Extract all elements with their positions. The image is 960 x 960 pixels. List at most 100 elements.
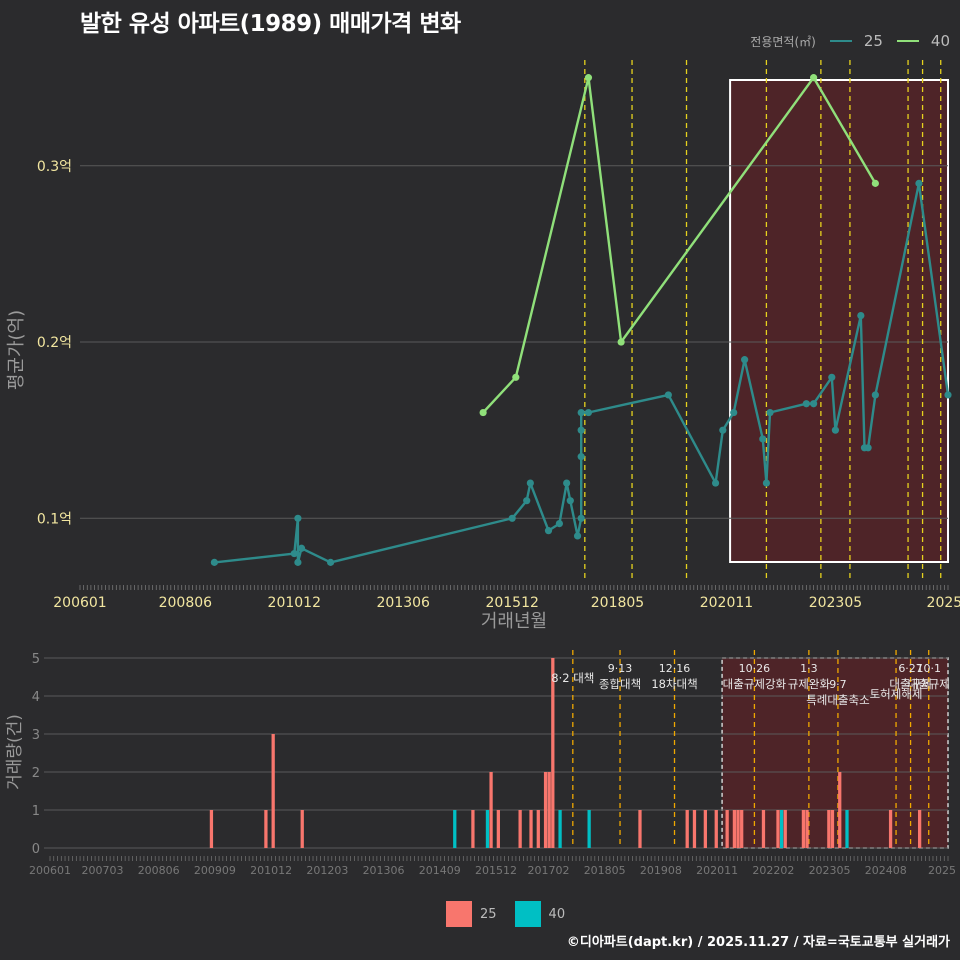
price-point-40 (617, 338, 625, 346)
volume-bar-25 (805, 810, 809, 848)
price-point-25 (871, 391, 879, 399)
price-point-25 (573, 532, 582, 540)
volume-y-tick-label: 2 (32, 766, 40, 781)
volume-policy-label: 종합대책 (599, 677, 641, 691)
volume-bar-25 (703, 810, 707, 848)
price-x-tick-label: 201805 (591, 595, 644, 611)
volume-bar-25 (518, 810, 522, 848)
volume-x-tick-label: 202011 (696, 864, 738, 877)
volume-bar-25 (827, 810, 831, 848)
price-highlight-box (729, 79, 949, 563)
price-y-tick-label: 0.2억 (37, 335, 72, 351)
volume-bar-25 (536, 810, 540, 848)
volume-x-tick-label: 202408 (865, 864, 907, 877)
volume-bar-40 (587, 810, 591, 848)
volume-bar-25 (547, 772, 551, 848)
price-point-25 (719, 426, 727, 434)
volume-policy-label: 토허제해제 (870, 687, 923, 701)
price-point-40 (871, 179, 879, 187)
price-point-25 (563, 479, 571, 487)
price-point-25 (828, 373, 836, 381)
legend-title: 전용면적(㎡) (750, 34, 816, 49)
volume-x-tick-label: 201306 (363, 864, 405, 877)
price-x-tick-label: 202305 (809, 595, 862, 611)
volume-policy-label: 18차대책 (651, 677, 697, 691)
price-point-25 (831, 426, 840, 434)
volume-x-tick-label: 200909 (194, 864, 236, 877)
volume-y-tick-label: 1 (32, 804, 40, 819)
price-point-25 (810, 400, 818, 408)
volume-bar-25 (271, 734, 275, 848)
legend-bar-label-25: 25 (480, 906, 497, 922)
volume-x-tick-label: 200703 (81, 864, 123, 877)
volume-bar-25 (551, 658, 555, 848)
volume-bar-25 (489, 772, 493, 848)
volume-x-tick-label: 2025 (928, 864, 956, 877)
volume-x-tick-label: 201409 (419, 864, 461, 877)
volume-x-tick-label: 201512 (475, 864, 517, 877)
price-point-25 (711, 479, 720, 487)
volume-bar-40 (779, 810, 784, 848)
volume-y-tick-label: 4 (32, 690, 40, 705)
price-point-40 (810, 74, 818, 82)
price-point-25 (762, 479, 771, 487)
volume-policy-label: 특례대출축소 (806, 693, 869, 707)
price-point-25 (544, 527, 553, 535)
price-line-40 (482, 76, 877, 414)
price-x-axis-title: 거래년월 (481, 611, 547, 632)
price-point-25 (294, 558, 302, 566)
volume-bar-25 (838, 772, 842, 848)
volume-x-tick-label: 202305 (809, 864, 851, 877)
price-point-25 (577, 426, 585, 434)
volume-policy-label: 10·1 (916, 662, 941, 675)
price-point-25 (566, 497, 574, 505)
volume-x-tick-label: 201805 (584, 864, 626, 877)
price-y-tick-label: 0.3억 (37, 159, 72, 175)
price-point-25 (944, 391, 952, 399)
volume-policy-label: 10·26 (739, 662, 771, 675)
volume-policy-label: 규제완화 (788, 677, 831, 691)
price-point-25 (577, 408, 585, 417)
volume-policy-label: 대출규제 (889, 677, 931, 691)
volume-y-tick-label: 3 (32, 728, 40, 743)
price-point-25 (526, 479, 534, 487)
volume-bar-25 (740, 810, 744, 848)
price-x-tick-label: 201512 (485, 595, 538, 611)
volume-bar-25 (830, 810, 835, 848)
price-x-tick-label: 200806 (159, 595, 213, 611)
volume-bar-25 (725, 810, 729, 848)
legend-label-40: 40 (930, 32, 950, 50)
volume-x-tick-label: 200806 (138, 864, 180, 877)
volume-bar-25 (801, 810, 806, 848)
legend-label-25: 25 (863, 32, 883, 50)
volume-bar-25 (736, 810, 740, 848)
volume-bar-25 (888, 810, 893, 848)
volume-bar-40 (845, 810, 849, 848)
volume-x-tick-label: 200601 (29, 864, 71, 877)
volume-policy-label: 8·2 대책 (551, 671, 594, 685)
price-point-25 (730, 408, 738, 417)
price-point-25 (759, 435, 767, 443)
volume-bar-25 (761, 810, 766, 848)
footer-credit: ©디아파트(dapt.kr) / 2025.11.27 / 자료=국토교통부 실… (566, 935, 950, 950)
volume-bar-25 (732, 810, 737, 848)
legend-swatch-40 (896, 40, 919, 42)
price-point-25 (290, 549, 298, 558)
volume-bar-25 (471, 810, 475, 848)
volume-policy-label: 대출규제강화 (723, 677, 787, 691)
volume-policy-label: 12·16 (659, 662, 691, 675)
volume-bar-40 (453, 810, 457, 848)
price-point-25 (326, 558, 335, 566)
price-point-25 (555, 519, 563, 528)
volume-x-tick-label: 201702 (527, 864, 569, 877)
volume-policy-label: 9·13 (608, 662, 633, 675)
volume-x-tick-label: 201203 (306, 864, 348, 877)
volume-bar-25 (776, 810, 780, 848)
price-point-25 (210, 558, 218, 566)
volume-x-tick-label: 201012 (250, 864, 292, 877)
volume-bar-25 (496, 810, 500, 848)
price-point-25 (915, 179, 923, 187)
volume-x-tick-label: 201908 (640, 864, 682, 877)
legend-swatch-bar-40 (514, 901, 541, 927)
